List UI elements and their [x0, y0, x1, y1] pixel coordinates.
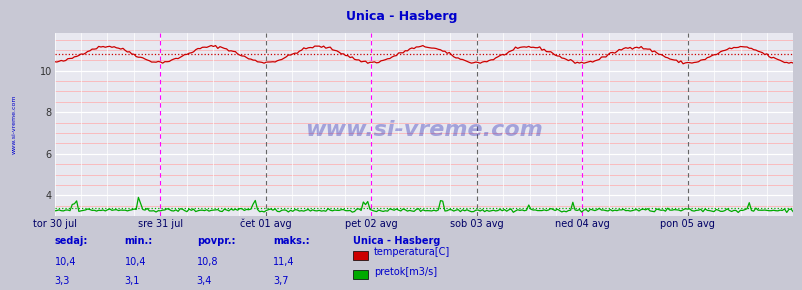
- Text: 10,8: 10,8: [196, 257, 218, 267]
- Text: www.si-vreme.com: www.si-vreme.com: [305, 120, 542, 140]
- Text: temperatura[C]: temperatura[C]: [374, 247, 450, 257]
- Text: 3,4: 3,4: [196, 276, 212, 286]
- Text: min.:: min.:: [124, 236, 152, 246]
- Text: povpr.:: povpr.:: [196, 236, 235, 246]
- Text: www.si-vreme.com: www.si-vreme.com: [11, 95, 17, 155]
- Text: 3,7: 3,7: [273, 276, 288, 286]
- Text: sedaj:: sedaj:: [55, 236, 88, 246]
- Text: pretok[m3/s]: pretok[m3/s]: [374, 267, 437, 277]
- Text: 3,1: 3,1: [124, 276, 140, 286]
- Text: 11,4: 11,4: [273, 257, 294, 267]
- Text: 10,4: 10,4: [55, 257, 76, 267]
- Text: Unica - Hasberg: Unica - Hasberg: [353, 236, 440, 246]
- Text: 3,3: 3,3: [55, 276, 70, 286]
- Text: 10,4: 10,4: [124, 257, 146, 267]
- Text: maks.:: maks.:: [273, 236, 310, 246]
- Text: Unica - Hasberg: Unica - Hasberg: [346, 10, 456, 23]
